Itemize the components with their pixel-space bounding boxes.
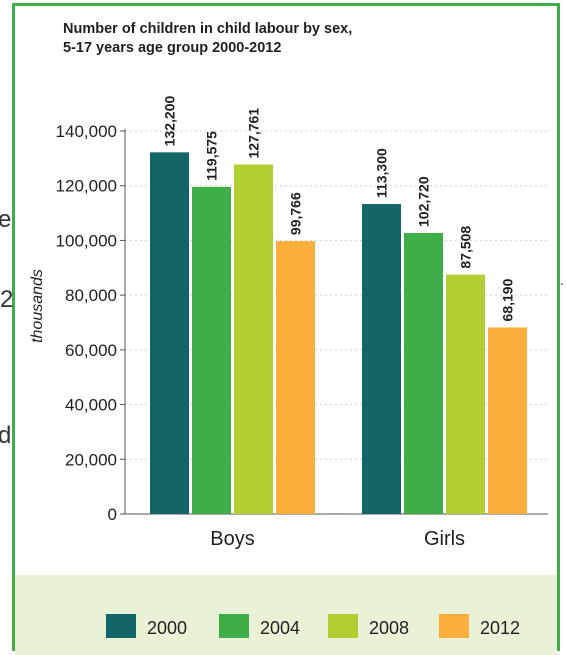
data-label: 127,761 [246,108,262,159]
y-tick-label: 40,000 [65,396,117,415]
chart-card: Number of children in child labour by se… [12,3,560,655]
bar [150,152,189,515]
y-tick-label: 20,000 [65,450,117,469]
bar [488,327,527,514]
legend-label: 2000 [147,618,187,638]
y-tick-label: 60,000 [65,341,117,360]
legend-swatch [328,614,358,638]
y-tick-label: 0 [108,505,117,524]
legend-swatch [439,614,469,638]
background-text-fragment: e [0,206,12,233]
background-text-fragment: . [560,272,564,288]
data-label: 102,720 [416,176,432,227]
y-tick-label: 100,000 [56,231,117,250]
data-label: 132,200 [162,96,178,147]
bar [234,164,273,514]
data-label: 87,508 [458,226,474,269]
legend-swatch [219,614,249,638]
y-tick-label: 140,000 [56,122,117,141]
bar [276,241,315,514]
bar [446,274,485,514]
chart-title-line-1: Number of children in child labour by se… [63,21,353,37]
bar [404,232,443,514]
bar [362,204,401,514]
bar [192,186,231,515]
y-tick-label: 80,000 [65,286,117,305]
chart-title-line-2: 5-17 years age group 2000-2012 [63,40,282,56]
background-text-fragment: d [0,422,12,449]
y-axis-label: thousands [29,269,46,343]
data-label: 68,190 [500,278,516,321]
data-label: 99,766 [288,192,304,235]
bar-chart: 0 20,000 40,000 60,000 80,000 100,000 120,000 1… [29,96,548,638]
data-label: 119,575 [204,131,220,181]
legend-label: 2012 [480,618,520,638]
x-category-label: Boys [210,528,254,550]
y-tick-label: 120,000 [56,177,117,196]
background-text-fragment: 2 [0,286,14,313]
legend-label: 2004 [260,618,300,638]
data-label: 113,300 [374,148,390,198]
chart-title: Number of children in child labour by se… [63,20,443,58]
legend-swatch [106,614,136,638]
legend-label: 2008 [369,618,409,638]
x-category-label: Girls [424,528,465,550]
